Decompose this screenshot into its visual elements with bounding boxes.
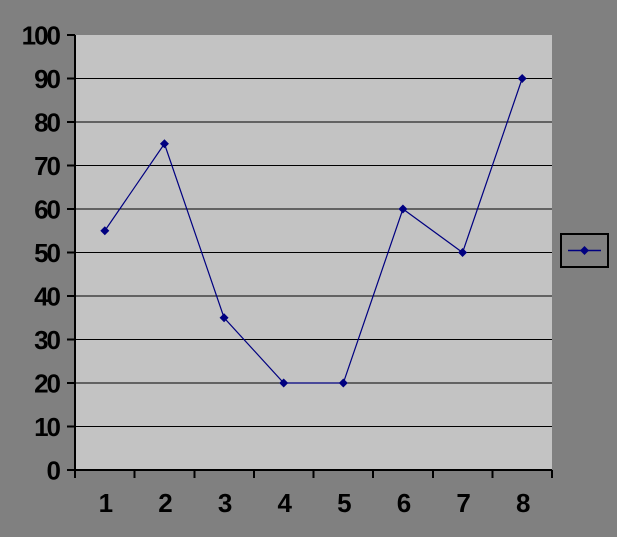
x-tick-label: 4 [277, 488, 292, 518]
y-tick-label: 80 [34, 108, 60, 138]
x-tick-label: 2 [158, 488, 172, 518]
y-tick-label: 100 [22, 21, 61, 51]
x-tick-label: 7 [456, 488, 470, 518]
x-tick-label: 1 [99, 488, 113, 518]
y-tick-label: 50 [34, 238, 60, 268]
data-point-marker [458, 248, 468, 257]
data-point-marker [159, 139, 169, 149]
y-tick-label: 70 [34, 151, 60, 181]
x-tick-label: 5 [337, 488, 351, 518]
data-point-marker [398, 204, 408, 214]
series-line [104, 78, 523, 384]
data-point-marker [219, 313, 229, 323]
x-tick-label: 3 [218, 488, 232, 518]
y-tick-label: 40 [34, 282, 60, 312]
y-tick-label: 30 [34, 325, 60, 355]
data-point-marker [517, 74, 527, 83]
data-point-marker [100, 226, 110, 236]
y-tick-label: 60 [34, 195, 60, 225]
x-tick-label: 6 [397, 488, 411, 518]
y-tick-label: 0 [47, 456, 61, 486]
y-tick-label: 10 [34, 412, 60, 442]
y-tick-label: 20 [34, 369, 60, 399]
data-point-marker [338, 378, 348, 388]
legend-marker [580, 246, 589, 255]
data-point-marker [279, 378, 289, 388]
x-tick-label: 8 [516, 488, 530, 518]
y-tick-label: 90 [34, 64, 60, 94]
